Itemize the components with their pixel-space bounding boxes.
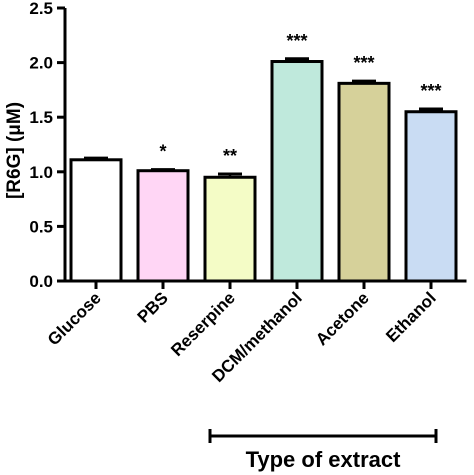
y-tick-label: 1.0	[29, 163, 53, 182]
x-tick-label: Acetone	[312, 288, 373, 349]
y-tick-label: 0.0	[29, 272, 53, 291]
bar	[337, 81, 391, 283]
y-axis-title: [R6G] (μM)	[4, 102, 25, 199]
significance-marker: **	[223, 146, 237, 166]
x-tick-label: Reserpine	[167, 288, 239, 360]
x-tick-label: PBS	[134, 288, 172, 326]
x-tick-label: Ethanol	[382, 288, 440, 346]
significance-marker: ***	[353, 53, 374, 73]
bar	[404, 110, 458, 283]
bar	[136, 169, 190, 283]
significance-marker: ***	[420, 81, 441, 101]
x-axis-title: Type of extract	[246, 447, 402, 472]
bar	[270, 60, 324, 283]
y-axis: 0.0 0.5 1.0 1.5 2.0 2.5	[29, 0, 67, 291]
x-tick-label: Glucose	[44, 288, 105, 349]
bar	[69, 158, 123, 283]
bar	[203, 175, 257, 283]
significance-marker: ***	[286, 31, 307, 51]
y-tick-label: 2.0	[29, 54, 53, 73]
y-tick-label: 0.5	[29, 217, 53, 236]
y-tick-label: 2.5	[29, 0, 53, 18]
y-tick-label: 1.5	[29, 108, 53, 127]
x-bracket	[208, 429, 438, 443]
bars: * ***********	[69, 31, 458, 283]
significance-marker: *	[159, 142, 166, 162]
